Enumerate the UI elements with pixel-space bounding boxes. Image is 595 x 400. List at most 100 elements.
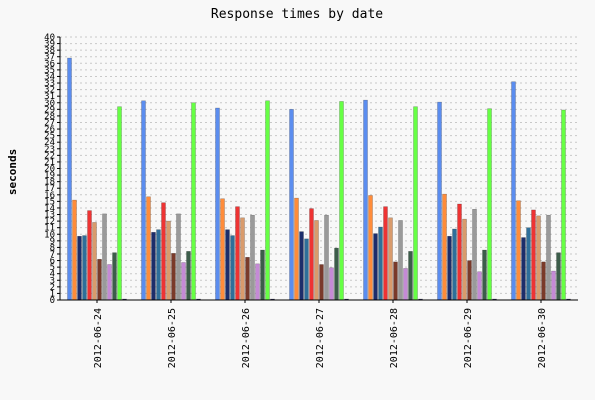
x-tick-label: 2012-06-28 <box>389 308 400 368</box>
x-tick-label: 2012-06-25 <box>167 308 178 368</box>
bar <box>294 197 299 301</box>
y-tick-label: 26 <box>44 125 55 135</box>
y-tick-label: 28 <box>44 112 55 122</box>
y-tick-label: 30 <box>44 99 55 109</box>
bar <box>447 235 452 301</box>
y-tick-label: 12 <box>44 217 55 227</box>
bar <box>462 218 467 301</box>
bar <box>472 209 477 301</box>
bar <box>289 109 294 301</box>
bar <box>363 99 368 301</box>
y-tick-label: 20 <box>44 165 55 175</box>
y-tick-label: 25 <box>44 132 55 142</box>
bar <box>319 264 324 301</box>
ticks-layer: 0123456789101112131415161718192021222324… <box>44 33 548 368</box>
y-tick-label: 29 <box>44 105 55 115</box>
bar <box>225 229 230 301</box>
bar <box>398 220 403 301</box>
y-tick-label: 3 <box>50 276 55 286</box>
y-tick-label: 4 <box>50 270 55 280</box>
y-tick-label: 0 <box>50 296 55 306</box>
bar <box>260 249 265 301</box>
bar <box>299 231 304 301</box>
bar <box>77 235 82 301</box>
x-tick-label: 2012-06-27 <box>315 308 326 368</box>
bar <box>166 220 171 301</box>
y-tick-label: 19 <box>44 171 55 181</box>
y-tick-label: 9 <box>50 237 55 247</box>
y-tick-label: 27 <box>44 118 55 128</box>
y-tick-label: 32 <box>44 86 55 96</box>
bar <box>304 238 309 301</box>
bar <box>324 214 329 301</box>
bar <box>87 210 92 301</box>
bar <box>437 101 442 301</box>
y-tick-label: 10 <box>44 230 55 240</box>
y-tick-label: 33 <box>44 79 55 89</box>
bar <box>526 227 531 301</box>
bar <box>442 193 447 301</box>
bar <box>191 102 196 301</box>
bar <box>230 235 235 301</box>
bar <box>245 257 250 301</box>
bar <box>67 57 72 301</box>
bar <box>107 264 112 301</box>
y-tick-label: 17 <box>44 184 55 194</box>
bar <box>141 100 146 301</box>
chart-title: Response times by date <box>211 7 383 22</box>
bar <box>556 252 561 301</box>
bar <box>373 233 378 301</box>
bar <box>531 209 536 301</box>
bar <box>334 247 339 301</box>
y-tick-label: 34 <box>44 72 55 82</box>
bar <box>413 106 418 301</box>
bar <box>186 251 191 301</box>
bar <box>393 261 398 301</box>
bar <box>309 208 314 301</box>
bar <box>265 100 270 301</box>
y-tick-label: 7 <box>50 250 55 260</box>
bar <box>314 220 319 301</box>
bar <box>151 232 156 301</box>
bar <box>112 252 117 301</box>
y-tick-label: 22 <box>44 151 55 161</box>
bar <box>511 81 516 301</box>
y-axis-label: seconds <box>6 149 19 195</box>
bar <box>92 222 97 301</box>
bar <box>171 253 176 301</box>
y-tick-label: 37 <box>44 53 55 63</box>
bar <box>255 263 260 301</box>
y-tick-label: 16 <box>44 191 55 201</box>
bar <box>250 214 255 301</box>
bar <box>452 228 457 301</box>
bar <box>82 235 87 301</box>
bar <box>408 251 413 301</box>
y-tick-label: 21 <box>44 158 55 168</box>
bar <box>561 109 566 301</box>
y-tick-label: 8 <box>50 243 55 253</box>
bar <box>551 270 556 301</box>
bar <box>383 206 388 301</box>
bar <box>97 258 102 301</box>
y-tick-label: 13 <box>44 211 55 221</box>
bar <box>156 229 161 301</box>
bar <box>117 106 122 301</box>
y-tick-label: 36 <box>44 59 55 69</box>
bar <box>536 215 541 301</box>
y-tick-label: 24 <box>44 138 55 148</box>
bar <box>487 108 492 301</box>
bar <box>235 206 240 301</box>
bar <box>220 198 225 301</box>
y-tick-label: 23 <box>44 145 55 155</box>
bar <box>72 199 77 301</box>
y-tick-label: 11 <box>44 224 55 234</box>
bar <box>541 261 546 301</box>
bar <box>102 213 107 301</box>
bars-layer <box>67 57 571 301</box>
bar <box>477 271 482 301</box>
y-tick-label: 1 <box>50 289 55 299</box>
y-tick-label: 2 <box>50 283 55 293</box>
bar <box>388 217 393 301</box>
